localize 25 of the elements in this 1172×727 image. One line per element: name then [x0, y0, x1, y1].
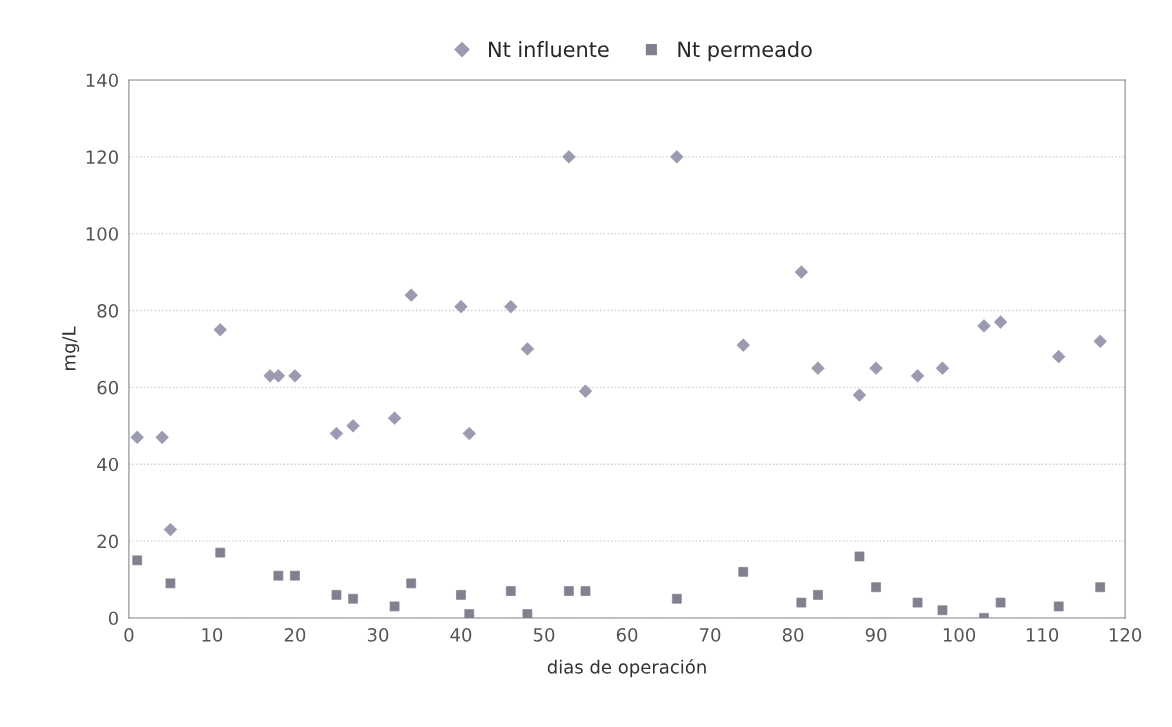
x-tick-label: 110: [1026, 627, 1059, 642]
y-tick-label: 0: [108, 611, 118, 626]
y-tick-label: 80: [97, 303, 118, 318]
y-tick-label: 100: [86, 227, 118, 241]
x-tick-label: 50: [533, 627, 555, 642]
x-tick-label: 100: [943, 627, 976, 642]
x-tick-label: 60: [616, 627, 638, 642]
x-tick-label: 70: [700, 627, 721, 642]
x-tick-label: 90: [865, 627, 887, 642]
x-tick-label: 0: [124, 627, 134, 642]
x-tick-label: 120: [1109, 627, 1142, 642]
x-tick-label: 30: [367, 627, 389, 642]
legend-label: Nt permeado: [678, 41, 812, 62]
x-tick-label: 20: [284, 627, 306, 642]
x-tick-label: 10: [202, 627, 223, 642]
y-tick-label: 40: [97, 457, 118, 472]
legend-label: Nt influente: [489, 41, 609, 58]
y-tick-label: 20: [97, 534, 118, 549]
y-axis-title: mg/L: [62, 326, 80, 370]
x-tick-label: 40: [450, 627, 472, 642]
y-tick-label: 60: [97, 380, 118, 395]
y-tick-label: 120: [86, 150, 118, 164]
y-tick-label: 140: [86, 73, 118, 88]
x-axis-title: dias de operación: [547, 659, 706, 678]
x-tick-label: 80: [782, 627, 804, 642]
